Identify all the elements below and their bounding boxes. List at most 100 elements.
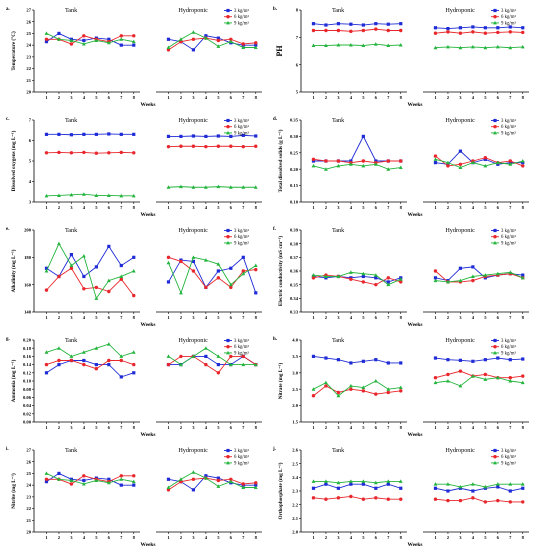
x-tick-label: 2 [180,535,183,540]
x-tick-label: 8 [255,535,258,540]
point-section2-series1-week7 [508,25,512,29]
x-axis-label: Weeks [141,432,156,438]
legend-marker [226,350,230,355]
y-tick-label: 23 [26,494,31,499]
x-tick-label: 2 [447,95,450,100]
x-tick-label: 6 [108,425,111,430]
point-section2-series3-week4 [203,258,208,262]
point-section1-series3-week4 [81,481,86,486]
x-tick-label: 7 [242,535,245,540]
point-section2-series2-week5 [483,31,488,35]
x-tick-label: 1 [167,205,170,210]
y-tick-label: 8 [296,8,299,13]
series-line-section2-series2 [435,370,523,379]
x-tick-label: 2 [325,95,328,100]
x-tick-label: 6 [497,425,500,430]
point-section2-series2-week4 [204,362,208,367]
legend-label: 3 kg/m³ [501,228,516,234]
y-tick-label: 2.0 [292,403,298,408]
point-section2-series3-week4 [203,346,208,350]
y-tick-label: 21 [26,518,31,523]
point-section1-series2-week6 [107,358,111,363]
x-tick-label: 1 [45,315,48,320]
point-section2-series1-week3 [191,48,196,52]
point-section2-series2-week1 [166,255,171,260]
x-tick-label: 6 [230,315,233,320]
point-section2-series3-week4 [203,185,208,189]
series-line-section2-series3 [435,483,523,488]
section-label: Tank [332,227,345,234]
y-tick-label: 0.02 [23,411,32,416]
point-section2-series1-week4 [471,265,475,269]
x-tick-label: 1 [167,315,170,320]
x-tick-label: 3 [70,205,73,210]
series-line-section1-series3 [313,43,401,46]
point-section1-series2-week8 [399,28,403,33]
point-section2-series2-week1 [166,362,171,367]
series-line-section1-series3 [46,343,134,357]
point-section2-series1-week1 [166,280,171,284]
point-section1-series1-week2 [324,356,328,360]
y-tick-label: 200 [24,228,32,233]
x-tick-label: 2 [325,205,328,210]
legend-label: 6 kg/m³ [501,234,516,240]
point-section1-series2-week5 [361,28,366,33]
point-section1-series2-week5 [361,389,366,393]
legend-label: 6 kg/m³ [234,454,249,460]
series-line-section2-series2 [168,37,256,51]
point-section1-series1-week6 [107,37,111,41]
point-section2-series3-week5 [483,484,488,489]
x-tick-label: 7 [120,205,123,210]
legend-marker [226,130,230,135]
point-section2-series2-week1 [433,497,438,501]
point-section2-series1-week1 [433,356,438,360]
x-tick-label: 6 [108,535,111,540]
point-section1-series2-week8 [132,151,136,155]
x-tick-label: 4 [83,535,86,540]
point-section1-series3-week4 [81,192,86,196]
legend-label: 9 kg/m³ [501,130,516,136]
y-tick-label: 0.25 [290,150,299,155]
point-section1-series3-week4 [348,42,353,47]
x-tick-label: 6 [375,205,378,210]
point-section1-series1-week2 [57,132,61,136]
point-section1-series3-week2 [324,167,328,171]
x-tick-label: 2 [447,425,450,430]
legend-label: 3 kg/m³ [501,448,516,454]
point-section1-series3-week1 [44,471,49,475]
point-section2-series3-week6 [228,479,233,484]
x-tick-label: 1 [434,425,437,430]
x-tick-label: 5 [484,315,487,320]
x-tick-label: 3 [459,205,462,210]
point-section1-series1-week6 [374,486,378,490]
x-tick-label: 7 [387,205,390,210]
point-section2-series1-week1 [433,486,438,490]
point-section2-series1-week3 [458,266,463,270]
point-section2-series3-week5 [216,44,221,48]
point-section2-series3-week1 [166,485,171,489]
x-tick-label: 1 [45,535,48,540]
chart-svg: g. Ammonia (mg L⁻¹) 0.00 0.02 0.04 0.06 0.08 0.… [6,337,262,438]
point-section1-series1-week5 [94,132,98,136]
x-axis-label: Weeks [408,542,423,548]
point-section2-series2-week3 [458,498,463,503]
chart-svg: b. PH 5 6 7 8 1 2 3 4 5 6 7 8 Tank 1 2 3 4 5 6 7 8 Hydroponic We… [273,7,529,108]
y-tick-label: 1.5 [292,420,298,425]
point-section2-series2-week2 [179,259,183,264]
point-section1-series1-week4 [82,38,86,43]
y-tick-label: 24 [26,483,31,488]
x-tick-label: 4 [472,315,475,320]
point-section2-series2-week7 [241,144,245,149]
x-tick-label: 8 [400,95,403,100]
y-tick-label: 2.5 [292,461,298,466]
point-section1-series1-week1 [44,266,49,270]
point-section2-series1-week1 [433,161,438,165]
x-tick-label: 6 [497,205,500,210]
point-section1-series1-week3 [69,253,74,257]
point-section2-series3-week3 [458,383,463,388]
series-line-section2-series1 [168,256,257,294]
section-label: Tank [65,117,78,124]
point-section2-series2-week3 [191,144,196,148]
